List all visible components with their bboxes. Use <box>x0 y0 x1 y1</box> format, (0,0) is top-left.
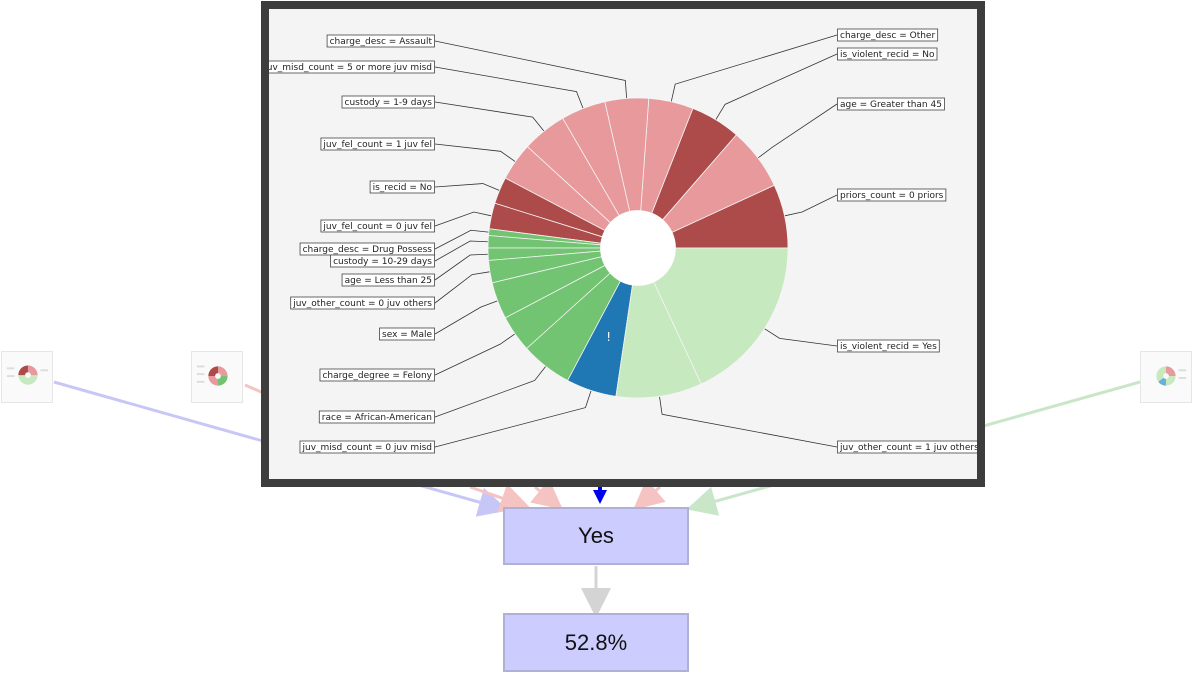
segment-label: sex = Male <box>379 327 435 341</box>
leader-line <box>434 240 491 262</box>
donut-chart: ! priors_count = 0 priors age = Greater th… <box>269 28 977 454</box>
warning-mark: ! <box>606 330 611 344</box>
leader-line <box>434 388 593 448</box>
leader-line <box>434 143 518 164</box>
segment-label-text: juv_other_count = 0 juv others <box>292 299 432 309</box>
segment-label: is_violent_recid = Yes <box>837 339 940 353</box>
prediction-node[interactable]: Yes <box>503 507 689 565</box>
segment-label-text: race = African-American <box>322 413 432 423</box>
segment-label-text: juv_fel_count = 0 juv fel <box>322 222 432 232</box>
leader-line <box>714 53 838 122</box>
segment-label-text: is_violent_recid = No <box>840 50 935 60</box>
segment-label: juv_fel_count = 0 juv fel <box>320 219 435 233</box>
segment-label-text: charge_degree = Felony <box>322 371 432 381</box>
segment-label: charge_desc = Drug Possess <box>299 242 435 256</box>
leader-line <box>434 101 546 133</box>
leader-line <box>762 327 838 347</box>
thumbnail-node-left[interactable] <box>1 351 53 403</box>
thumbnail-node-right[interactable] <box>1140 351 1192 403</box>
segment-label: juv_fel_count = 1 juv fel <box>320 137 435 151</box>
segment-label: custody = 10-29 days <box>330 254 435 268</box>
leader-line <box>434 332 517 376</box>
segment-label-text: juv_other_count = 1 juv others <box>839 443 977 453</box>
segment-label-text: custody = 1-9 days <box>345 98 433 108</box>
leader-line <box>434 253 491 281</box>
probability-label: 52.8% <box>564 629 628 655</box>
segment-label-text: priors_count = 0 priors <box>840 191 944 201</box>
segment-label-text: juv_fel_count = 1 juv fel <box>322 140 432 150</box>
segment-label-text: is_recid = No <box>373 183 433 193</box>
segment-label-text: age = Greater than 45 <box>840 100 942 110</box>
leader-line <box>434 211 494 227</box>
leader-line <box>434 229 491 250</box>
segment-label: is_recid = No <box>369 180 435 194</box>
leader-line <box>434 271 492 304</box>
segment-label-text: is_violent_recid = Yes <box>840 342 937 352</box>
segment-label: custody = 1-9 days <box>341 95 435 109</box>
leader-line <box>434 364 548 418</box>
segment-label: race = African-American <box>318 410 435 424</box>
edge-red-2 <box>530 479 563 510</box>
segment-label: charge_desc = Other <box>837 28 939 42</box>
segment-label: priors_count = 0 priors <box>837 188 947 202</box>
segment-label-text: charge_desc = Drug Possess <box>303 245 433 255</box>
donut-hole <box>600 210 676 286</box>
leader-line <box>434 299 500 335</box>
prediction-label: Yes <box>578 523 614 548</box>
leader-line <box>658 394 838 448</box>
probability-node[interactable]: 52.8% <box>503 613 689 672</box>
segment-label-text: charge_desc = Other <box>840 31 935 41</box>
leader-line <box>670 34 838 104</box>
thumbnail-node-center[interactable] <box>191 351 243 403</box>
segment-label: is_violent_recid = No <box>837 47 938 61</box>
segment-label: juv_other_count = 1 juv others <box>837 440 977 454</box>
segment-label: juv_other_count = 0 juv others <box>290 296 435 310</box>
segment-label-text: juv_misd_count = 5 or more juv misd <box>269 63 432 73</box>
leader-line <box>756 103 838 160</box>
leader-line <box>434 40 628 101</box>
segment-label: juv_misd_count = 0 juv misd <box>299 440 435 454</box>
leader-line <box>782 194 838 217</box>
segment-label: charge_desc = Assault <box>326 34 435 48</box>
segment-label-text: charge_desc = Assault <box>330 37 433 47</box>
segment-label: age = Greater than 45 <box>837 97 945 111</box>
segment-label-text: juv_misd_count = 0 juv misd <box>301 443 432 453</box>
leader-line <box>434 66 585 111</box>
segment-label-text: custody = 10-29 days <box>333 257 432 267</box>
explanation-chart-panel[interactable]: ! priors_count = 0 priors age = Greater th… <box>261 1 985 487</box>
segment-label: juv_misd_count = 5 or more juv misd <box>269 60 435 74</box>
edge-red-1 <box>469 483 531 513</box>
leader-line <box>434 183 502 192</box>
edge-red-3 <box>633 478 666 510</box>
segment-label-text: sex = Male <box>382 330 432 340</box>
segment-label-text: age = Less than 25 <box>345 276 432 286</box>
edge-main-arrowhead <box>593 490 607 504</box>
segment-label: charge_degree = Felony <box>319 368 435 382</box>
segment-label: age = Less than 25 <box>341 273 435 287</box>
